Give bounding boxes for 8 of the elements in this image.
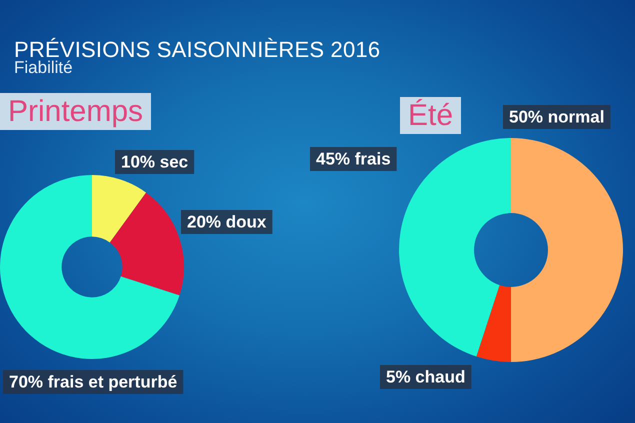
slice-label: 70% frais et perturbé xyxy=(9,372,178,392)
slice-label: 45% frais xyxy=(316,150,391,169)
slice-label: 20% doux xyxy=(187,212,267,232)
chart-title: Été xyxy=(400,97,462,134)
slice-label: 5% chaud xyxy=(386,368,466,387)
slice-label: 50% normal xyxy=(509,108,604,127)
slice-label: 10% sec xyxy=(121,152,188,172)
chart-title: Printemps xyxy=(0,93,152,130)
